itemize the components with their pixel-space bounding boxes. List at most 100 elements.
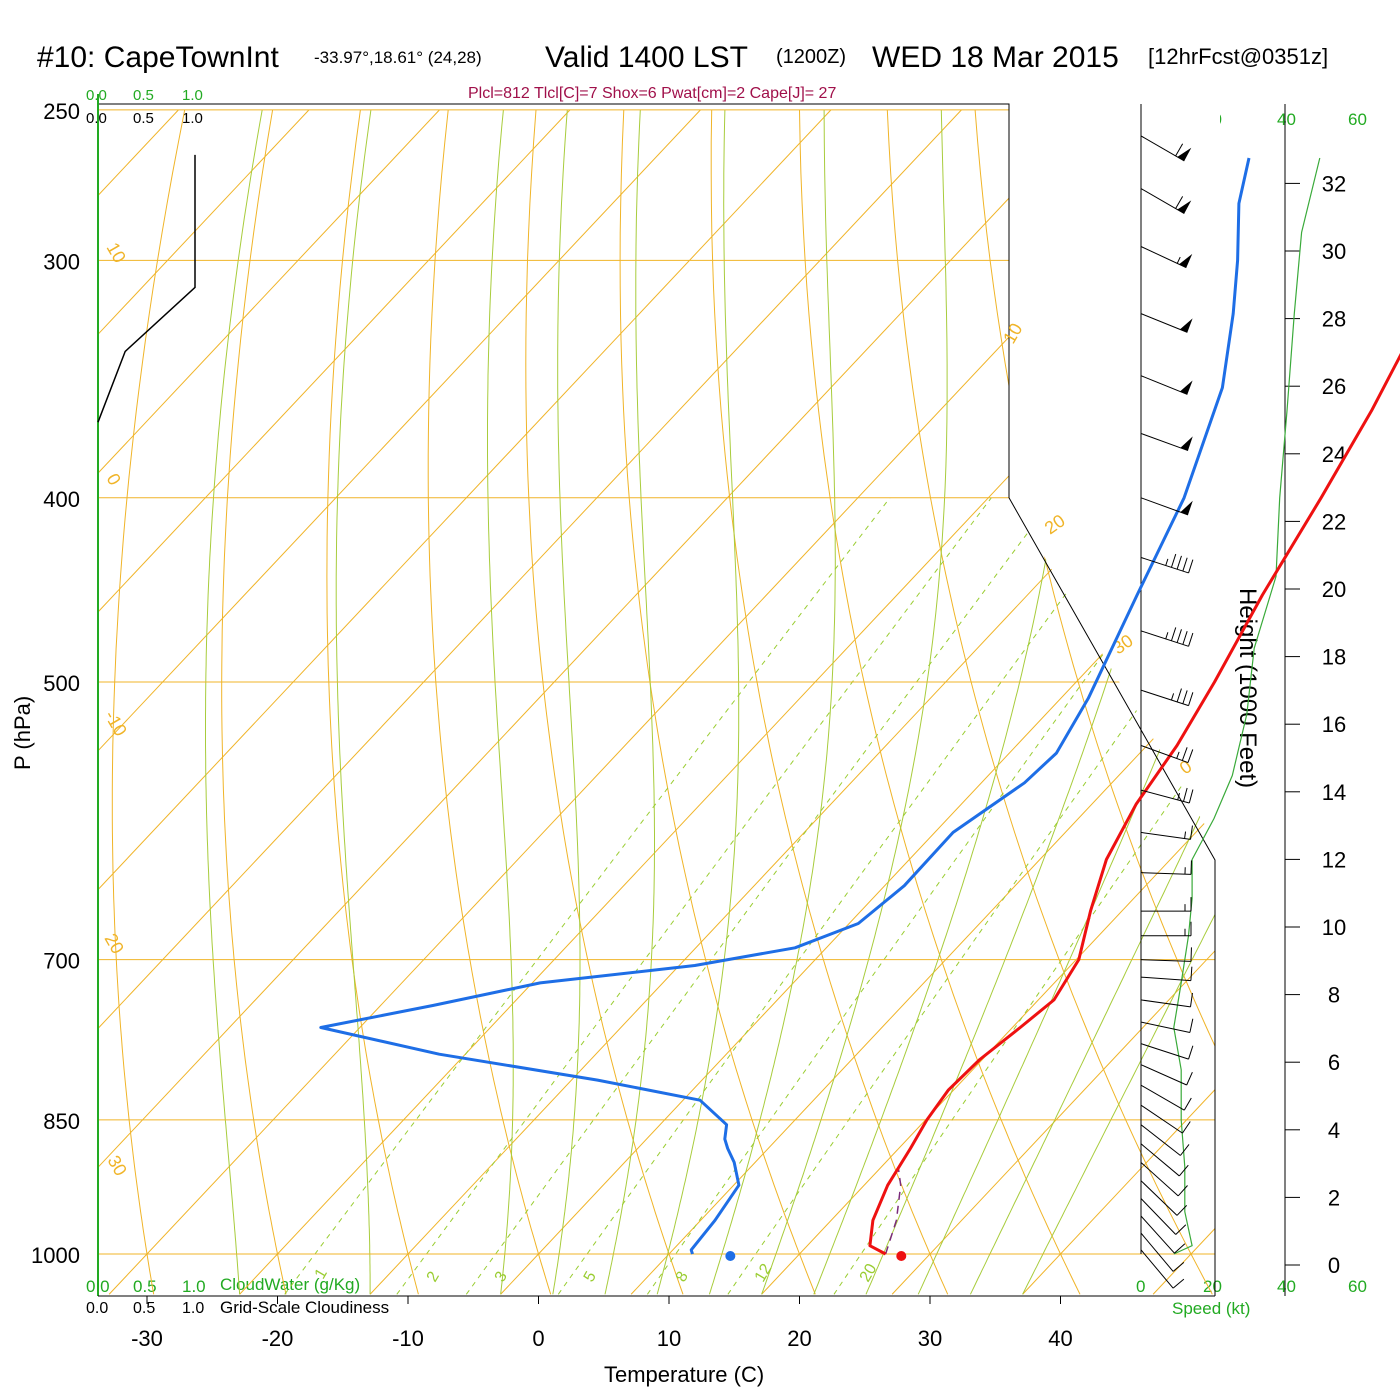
moist-adiabat-line (761, 109, 948, 1295)
isotherm-line (369, 394, 1215, 1295)
wind-barb-full (1186, 1072, 1193, 1086)
height-tick-label: 22 (1322, 509, 1346, 534)
wind-barb (1140, 553, 1194, 574)
isotherm-line (1022, 1088, 1215, 1295)
moist-adiabat-line (205, 109, 263, 1295)
x-tick-label: -10 (392, 1326, 424, 1351)
isotherm-label: 10 (103, 239, 130, 266)
dewpoint-line (319, 157, 1251, 1255)
wind-barb-full (1170, 627, 1177, 641)
wind-barb (1140, 744, 1194, 764)
dry-adiabat-line (326, 109, 419, 1295)
wind-barb (1140, 1084, 1192, 1111)
wind-barb (1140, 825, 1193, 840)
moist-adiabat-line (656, 109, 740, 1295)
wind-barb-half (1176, 751, 1180, 759)
wind-barb-staff (1140, 556, 1189, 574)
wind-barb (1140, 1043, 1194, 1060)
isotherm-line (98, 109, 440, 474)
mixing-ratio-line (646, 498, 1215, 1295)
dry-adiabat-line (1239, 110, 1400, 1294)
p-tick-label: 250 (43, 99, 80, 124)
moist-adiabat-line (969, 783, 1215, 1295)
wind-barb-staff (1140, 432, 1189, 452)
wind-barb-half (1176, 256, 1181, 264)
wind-barb-staff (1140, 744, 1189, 764)
wind-barb-flag (1179, 318, 1193, 333)
wind-barb-staff (1140, 1198, 1177, 1235)
cloudwater-axis-title: CloudWater (g/Kg) (220, 1275, 360, 1294)
height-tick-label: 16 (1322, 712, 1346, 737)
forecast-info: [12hrFcst@0351z] (1148, 44, 1328, 69)
cloudwater-tick-label: 1.0 (182, 1277, 206, 1296)
wind-barb-staff (1140, 375, 1188, 395)
wind-barb (1140, 497, 1193, 516)
height-tick-label: 4 (1328, 1118, 1340, 1143)
wind-barb (1140, 1104, 1191, 1134)
dry-adiabat-line (221, 109, 287, 1295)
dry-adiabat-line (525, 109, 684, 1295)
wind-barb (1140, 947, 1192, 962)
dry-adiabat-line (1326, 110, 1400, 1294)
wind-barb-staff (1140, 1249, 1174, 1289)
wind-barb-full (1182, 690, 1188, 704)
wind-barb-full (1176, 629, 1182, 643)
height-tick-label: 8 (1328, 983, 1340, 1008)
wind-barb (1140, 688, 1194, 707)
wind-barb (1140, 1180, 1188, 1216)
wind-barb (1140, 1124, 1190, 1156)
wind-barb (1140, 1215, 1186, 1254)
wind-barb-full (1189, 1018, 1194, 1033)
mixing-ratio-line (396, 497, 992, 1295)
wind-barb-full (1172, 1278, 1185, 1289)
speed-bottom-ticks: 0 20 40 60 Speed (kt) (1136, 1277, 1367, 1318)
x-tick-label: 40 (1048, 1326, 1072, 1351)
x-tick-label: -30 (131, 1326, 163, 1351)
wind-barb-full (1178, 1164, 1189, 1177)
wind-barb-staff (1140, 1215, 1175, 1254)
x-tick-label: 30 (918, 1326, 942, 1351)
station-title: #10: CapeTownInt (37, 41, 279, 74)
wind-barb-staff (1140, 1021, 1191, 1033)
cloudwater-tick-label: 0.5 (133, 87, 154, 104)
wind-barb (1140, 135, 1192, 162)
wind-barb-staff (1140, 630, 1189, 647)
wind-barb-staff (1140, 831, 1191, 840)
cloudwater-tick-label: 0.0 (86, 87, 107, 104)
wind-barb-full (1175, 196, 1184, 209)
cloudwater-top-ticks: 0.0 0.5 1.0 0.0 0.5 1.0 (86, 87, 203, 127)
dry-adiabat-line (427, 109, 552, 1295)
x-tick-label: -20 (262, 1326, 294, 1351)
wind-barb-full (1175, 1224, 1187, 1235)
height-tick-label: 32 (1322, 171, 1346, 196)
wind-barb-full (1190, 966, 1193, 981)
p-tick-label: 850 (43, 1109, 80, 1134)
mixing-ratio-label: 8 (673, 1269, 692, 1285)
speed-tick-label: 40 (1277, 1277, 1296, 1296)
wind-barb-staff (1140, 1180, 1178, 1216)
wind-barb-full (1182, 631, 1188, 645)
wind-barb-flag (1180, 500, 1193, 515)
height-tick-label: 6 (1328, 1050, 1340, 1075)
dry-adiabat-line (886, 109, 1213, 1295)
wind-barb-full (1183, 787, 1188, 802)
cloudwater-tick-label: 1.0 (182, 87, 203, 104)
wind-barb (1140, 966, 1193, 982)
wind-barb-staff (1140, 135, 1185, 162)
wind-barb-full (1190, 992, 1193, 1007)
height-tick-label: 26 (1322, 374, 1346, 399)
p-tick-label: 700 (43, 949, 80, 974)
height-tick-label: 30 (1322, 239, 1346, 264)
x-tick-label: 10 (657, 1326, 681, 1351)
parcel-line (884, 1166, 902, 1255)
wind-barb (1140, 627, 1194, 647)
wind-barb (1140, 992, 1193, 1008)
wind-barb-flag (1179, 253, 1193, 268)
wind-barb (1140, 1162, 1188, 1197)
mixing-ratio-line (465, 497, 1055, 1295)
cloudiness-tick-label: 0.0 (86, 110, 107, 127)
wind-barb-staff (1140, 313, 1188, 333)
moist-adiabat-line (487, 109, 514, 1295)
surface-dewpoint-dot (725, 1251, 736, 1261)
wind-barb-full (1170, 553, 1177, 568)
